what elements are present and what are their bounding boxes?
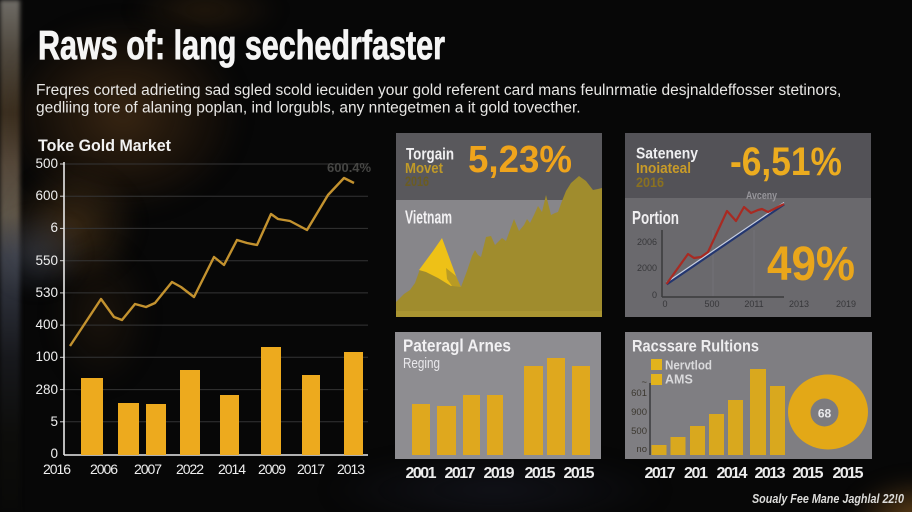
svg-text:2013: 2013: [337, 461, 365, 477]
svg-text:Sateneny: Sateneny: [636, 146, 698, 163]
svg-text:Toke Gold Market: Toke Gold Market: [38, 136, 171, 155]
svg-text:2015: 2015: [525, 465, 556, 482]
svg-text:49%: 49%: [767, 238, 855, 291]
svg-text:400: 400: [35, 317, 58, 332]
svg-text:601: 601: [631, 388, 647, 399]
svg-text:Torgain: Torgain: [406, 145, 454, 164]
svg-text:gedliing tore of alaning popla: gedliing tore of alaning poplan, ind lor…: [36, 100, 581, 117]
svg-text:280: 280: [35, 382, 58, 397]
svg-text:2014: 2014: [717, 465, 748, 482]
svg-text:500: 500: [704, 299, 719, 309]
svg-text:2007: 2007: [134, 461, 162, 477]
svg-text:500: 500: [35, 156, 58, 171]
svg-text:2011: 2011: [744, 299, 763, 309]
svg-text:900: 900: [631, 407, 647, 418]
svg-text:2013: 2013: [789, 299, 809, 309]
svg-text:2006: 2006: [637, 237, 657, 247]
svg-text:2022: 2022: [176, 461, 204, 477]
svg-text:0: 0: [652, 290, 657, 300]
svg-text:500: 500: [631, 426, 647, 437]
svg-text:2019: 2019: [484, 465, 515, 482]
svg-text:no: no: [636, 444, 647, 455]
svg-text:600: 600: [35, 188, 58, 203]
svg-text:Raws of: lang sechedrfaster: Raws of: lang sechedrfaster: [38, 22, 445, 68]
svg-text:~: ~: [641, 377, 647, 388]
svg-text:100: 100: [35, 349, 58, 364]
svg-text:-6,51%: -6,51%: [730, 140, 842, 184]
svg-text:2001: 2001: [406, 465, 437, 482]
svg-text:5,23%: 5,23%: [468, 139, 572, 181]
svg-text:Vietnam: Vietnam: [405, 208, 452, 228]
svg-text:2019: 2019: [836, 299, 856, 309]
svg-text:Freqres corted adrieting sad s: Freqres corted adrieting sad sgled scold…: [36, 82, 841, 99]
svg-text:2000: 2000: [637, 263, 657, 273]
svg-text:2017: 2017: [297, 461, 325, 477]
svg-text:2015: 2015: [564, 465, 595, 482]
svg-text:530: 530: [35, 285, 58, 300]
svg-text:550: 550: [35, 253, 58, 268]
svg-text:2016: 2016: [43, 461, 71, 477]
svg-text:Soualy Fee Mane Jaghlal 22!0: Soualy Fee Mane Jaghlal 22!0: [752, 491, 905, 506]
svg-text:2016: 2016: [405, 173, 429, 189]
svg-text:Portion: Portion: [632, 208, 679, 228]
svg-text:Inoiateal: Inoiateal: [636, 160, 691, 177]
svg-text:600.4%: 600.4%: [327, 160, 372, 175]
svg-text:2009: 2009: [258, 461, 286, 477]
svg-text:2015: 2015: [833, 465, 864, 482]
svg-text:Reging: Reging: [403, 355, 440, 372]
svg-text:68: 68: [818, 407, 832, 421]
svg-text:Nervtlod: Nervtlod: [665, 359, 712, 373]
svg-text:Pateragl Arnes: Pateragl Arnes: [403, 336, 511, 356]
svg-text:5: 5: [50, 414, 58, 429]
svg-text:2013: 2013: [755, 465, 786, 482]
svg-text:2006: 2006: [90, 461, 118, 477]
svg-text:2015: 2015: [793, 465, 824, 482]
svg-text:201: 201: [684, 465, 708, 482]
svg-text:Movet: Movet: [405, 160, 443, 177]
svg-text:0: 0: [662, 299, 667, 309]
svg-text:Racssare Rultions: Racssare Rultions: [632, 338, 759, 356]
svg-text:6: 6: [50, 220, 58, 235]
svg-text:Avceny: Avceny: [746, 190, 778, 202]
svg-text:0: 0: [50, 446, 58, 461]
svg-text:AMS: AMS: [665, 373, 693, 387]
svg-text:2017: 2017: [445, 465, 476, 482]
svg-text:2016: 2016: [636, 174, 664, 190]
svg-text:2014: 2014: [218, 461, 246, 477]
svg-text:2017: 2017: [645, 465, 676, 482]
